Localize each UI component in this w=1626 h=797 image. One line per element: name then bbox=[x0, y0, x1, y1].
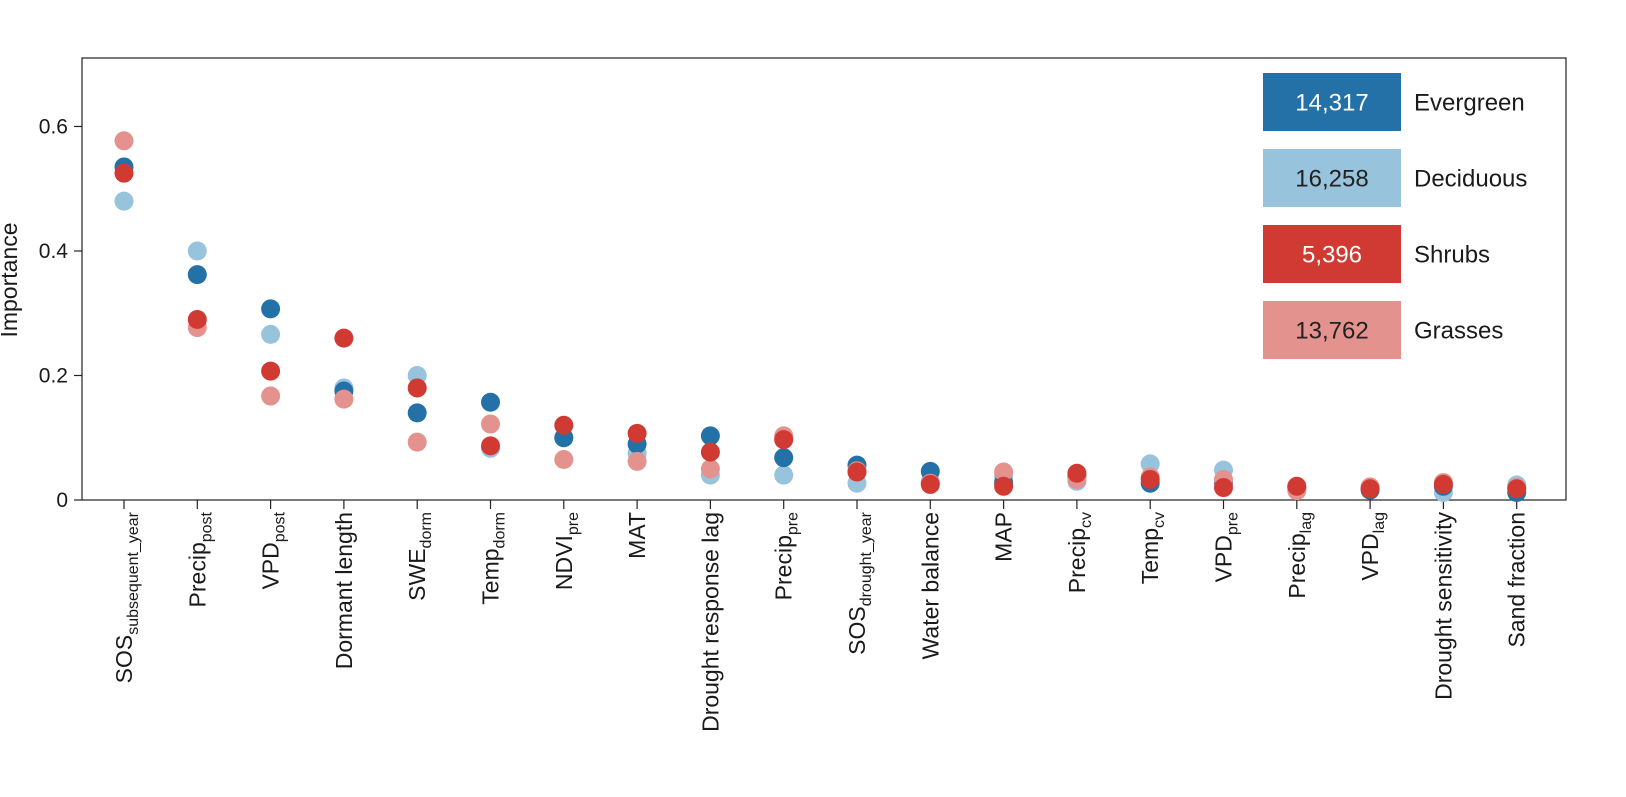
data-point bbox=[1287, 476, 1307, 496]
legend-swatch bbox=[1263, 149, 1401, 207]
data-point bbox=[481, 436, 500, 456]
x-tick-label: SOSdrought_year bbox=[844, 511, 875, 655]
legend-swatch bbox=[1263, 301, 1401, 359]
data-point bbox=[407, 403, 427, 423]
data-point bbox=[700, 442, 720, 462]
data-point bbox=[1360, 479, 1380, 499]
data-point bbox=[627, 451, 647, 471]
data-point bbox=[774, 465, 794, 485]
data-point bbox=[847, 462, 867, 482]
data-point bbox=[700, 426, 720, 446]
data-point bbox=[407, 432, 427, 452]
x-tick-label: Tempcv bbox=[1137, 512, 1168, 584]
x-tick-label: Water balance bbox=[917, 512, 943, 659]
data-point bbox=[187, 265, 207, 285]
data-point bbox=[1067, 463, 1087, 483]
legend-count: 16,258 bbox=[1295, 166, 1368, 193]
data-point bbox=[1433, 474, 1453, 494]
data-point bbox=[994, 476, 1014, 496]
legend-swatch bbox=[1263, 225, 1401, 283]
x-tick-label: VPDlag bbox=[1357, 512, 1388, 581]
y-tick-label: 0 bbox=[56, 489, 68, 512]
data-point bbox=[554, 415, 574, 435]
x-tick-label: MAT bbox=[624, 512, 650, 559]
x-tick-label: Drought response lag bbox=[697, 512, 723, 732]
data-point bbox=[114, 163, 134, 183]
data-point bbox=[774, 430, 794, 450]
data-point bbox=[1214, 478, 1233, 498]
data-point bbox=[774, 448, 794, 468]
x-tick-label: SWEdorm bbox=[404, 512, 435, 601]
y-tick-label: 0.4 bbox=[39, 240, 69, 263]
x-tick-label: Precippre bbox=[771, 512, 802, 600]
data-point bbox=[261, 361, 281, 381]
x-tick-label: VPDpost bbox=[258, 511, 289, 589]
data-point bbox=[481, 414, 500, 434]
legend-count: 14,317 bbox=[1295, 90, 1368, 117]
legend-count: 5,396 bbox=[1302, 242, 1362, 269]
legend-count: 13,762 bbox=[1295, 318, 1368, 345]
x-tick-label: SOSsubsequent_year bbox=[111, 511, 142, 683]
data-point bbox=[261, 299, 281, 319]
legend: 14,317 Evergreen 16,258 Deciduous 5,396 Shrub… bbox=[1263, 73, 1527, 359]
plot-frame bbox=[81, 57, 1567, 501]
x-tick-label: Tempdorm bbox=[478, 512, 509, 605]
data-point bbox=[261, 386, 281, 406]
x-tick-label: Precipcv bbox=[1064, 512, 1095, 593]
data-point bbox=[481, 392, 500, 412]
x-tick-label: MAP bbox=[991, 512, 1017, 562]
data-points bbox=[114, 131, 1527, 503]
x-tick-label: Drought sensitivity bbox=[1430, 512, 1456, 700]
data-point bbox=[700, 459, 720, 479]
data-point bbox=[1507, 479, 1527, 499]
y-tick-label: 0.2 bbox=[39, 364, 68, 387]
x-axis-ticks: SOSsubsequent_year Precippost VPDpost Dorma… bbox=[111, 500, 1530, 732]
x-tick-label: Precippost bbox=[184, 511, 215, 607]
data-point bbox=[1140, 469, 1160, 489]
data-point bbox=[261, 324, 281, 344]
x-tick-label: NDVIpre bbox=[551, 512, 582, 590]
legend-label: Shrubs bbox=[1414, 242, 1490, 269]
data-point bbox=[554, 450, 574, 470]
data-point bbox=[407, 378, 427, 398]
x-tick-label: VPDpre bbox=[1211, 512, 1242, 583]
series-shrubs bbox=[114, 163, 1527, 499]
data-point bbox=[114, 191, 134, 211]
y-axis-title: Importance bbox=[0, 222, 22, 337]
data-point bbox=[994, 462, 1014, 482]
data-point bbox=[1140, 454, 1160, 474]
data-point bbox=[334, 389, 354, 409]
data-point bbox=[187, 309, 207, 329]
x-tick-label: Preciplag bbox=[1284, 512, 1315, 599]
data-point bbox=[627, 423, 647, 443]
legend-label: Grasses bbox=[1414, 318, 1503, 345]
data-point bbox=[920, 474, 940, 494]
legend-label: Deciduous bbox=[1414, 166, 1527, 193]
y-tick-label: 0.6 bbox=[39, 115, 68, 138]
y-axis-ticks: 0 0.2 0.4 0.6 bbox=[39, 115, 82, 512]
data-point bbox=[334, 328, 354, 348]
legend-label: Evergreen bbox=[1414, 90, 1525, 117]
x-tick-label: Dormant length bbox=[331, 512, 357, 669]
data-point bbox=[114, 131, 134, 151]
x-tick-label: Sand fraction bbox=[1504, 512, 1530, 648]
axes bbox=[81, 57, 1567, 501]
legend-swatch bbox=[1263, 73, 1401, 131]
data-point bbox=[187, 241, 207, 261]
